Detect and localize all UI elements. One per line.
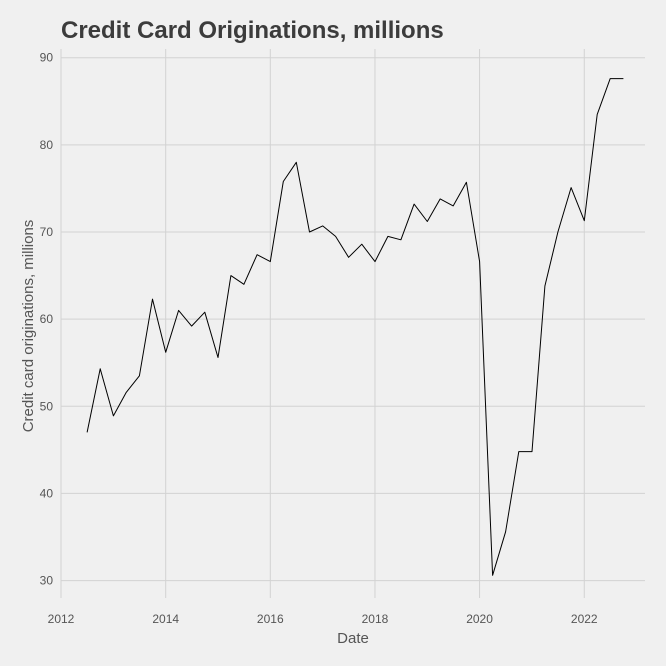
x-tick-label: 2012 <box>48 612 75 626</box>
series-layer <box>86 78 624 576</box>
x-tick-label: 2014 <box>152 612 179 626</box>
chart-title: Credit Card Originations, millions <box>61 17 444 44</box>
y-tick-label: 70 <box>40 225 54 239</box>
y-gridlines <box>61 57 645 582</box>
x-gridlines <box>60 49 585 598</box>
y-axis-title: Credit card originations, millions <box>20 220 37 433</box>
x-tick-label: 2016 <box>257 612 284 626</box>
x-axis-title: Date <box>337 630 369 647</box>
x-tick-label: 2020 <box>466 612 493 626</box>
y-tick-label: 30 <box>40 574 54 588</box>
y-tick-label: 40 <box>40 486 54 500</box>
x-tick-label: 2018 <box>362 612 389 626</box>
x-axis-tick-labels: 2012 2014 2016 2018 2020 2022 <box>48 612 598 626</box>
y-tick-label: 60 <box>40 312 54 326</box>
y-tick-label: 50 <box>40 399 54 413</box>
y-axis-tick-labels: 30 40 50 60 70 80 90 <box>40 51 54 588</box>
series-line <box>86 78 624 576</box>
x-tick-label: 2022 <box>571 612 598 626</box>
y-tick-label: 90 <box>40 51 54 65</box>
y-tick-label: 80 <box>40 138 54 152</box>
